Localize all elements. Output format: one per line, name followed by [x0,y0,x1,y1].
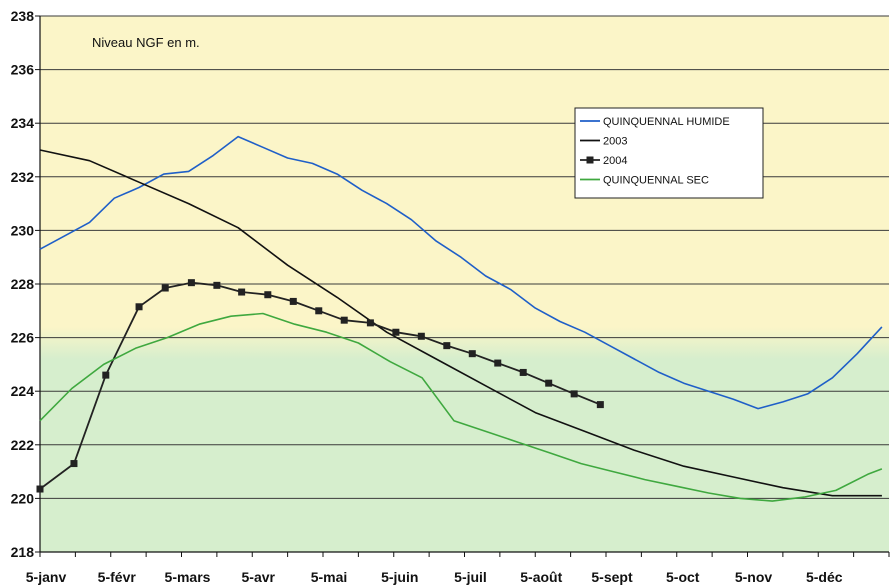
series-line-3 [39,312,883,502]
series-point [289,297,297,305]
series-point [102,371,110,379]
x-tick-label: 5-août [520,569,562,585]
series-point [315,307,323,315]
y-tick-label: 234 [11,115,35,131]
y-tick-label: 238 [11,8,35,24]
series-point [417,332,425,340]
series-point [545,379,553,387]
y-tick-label: 226 [11,330,35,346]
y-tick-label: 222 [11,437,35,453]
series-point [494,359,502,367]
series-point [519,368,527,376]
y-tick-label: 224 [11,383,35,399]
y-tick-label: 220 [11,490,35,506]
gridlines [40,15,889,553]
series-point [366,319,374,327]
series-point [70,460,78,468]
series-point [340,316,348,324]
legend-marker [586,156,594,164]
series-point [570,390,578,398]
series-layer [36,135,883,502]
series-point [161,284,169,292]
series-point [187,279,195,287]
y-tick-label: 228 [11,276,35,292]
legend-label: QUINQUENNAL HUMIDE [603,116,730,128]
legend: QUINQUENNAL HUMIDE 2003 2004 QUINQUENNAL SE… [574,107,764,199]
y-tick-label: 218 [11,544,35,560]
series-point [596,401,604,409]
y-tick-label: 232 [11,169,35,185]
x-tick-label: 5-juil [454,569,487,585]
x-tick-label: 5-juin [381,569,418,585]
series-point [264,291,272,299]
legend-label: 2003 [603,136,627,148]
x-tick-label: 5-févr [98,569,137,585]
x-tick-label: 5-avr [242,569,276,585]
x-tick-label: 5-mars [165,569,211,585]
x-tick-label: 5-mai [311,569,348,585]
series-point [238,288,246,296]
series-point [213,281,221,289]
series-point [468,350,476,358]
x-tick-label: 5-sept [591,569,633,585]
x-tick-label: 5-oct [666,569,700,585]
series-line-1 [39,149,882,497]
x-axis: 5-janv 5-févr 5-mars 5-avr 5-mai 5-juin 5-juil… [26,552,890,585]
legend-label: 2004 [603,155,627,167]
series-point [36,485,44,493]
series-point [135,303,143,311]
x-tick-label: 5-janv [26,569,67,585]
y-tick-label: 236 [11,62,35,78]
y-tick-label: 230 [11,222,35,238]
x-tick-label: 5-déc [806,569,843,585]
series-point [443,342,451,350]
series-line-2 [39,281,601,490]
series-point [392,328,400,336]
x-tick-label: 5-nov [735,569,773,585]
legend-box [574,107,764,199]
chart-note: Niveau NGF en m. [92,35,200,50]
legend-label: QUINQUENNAL SEC [603,175,709,187]
series-line-0 [39,135,883,410]
